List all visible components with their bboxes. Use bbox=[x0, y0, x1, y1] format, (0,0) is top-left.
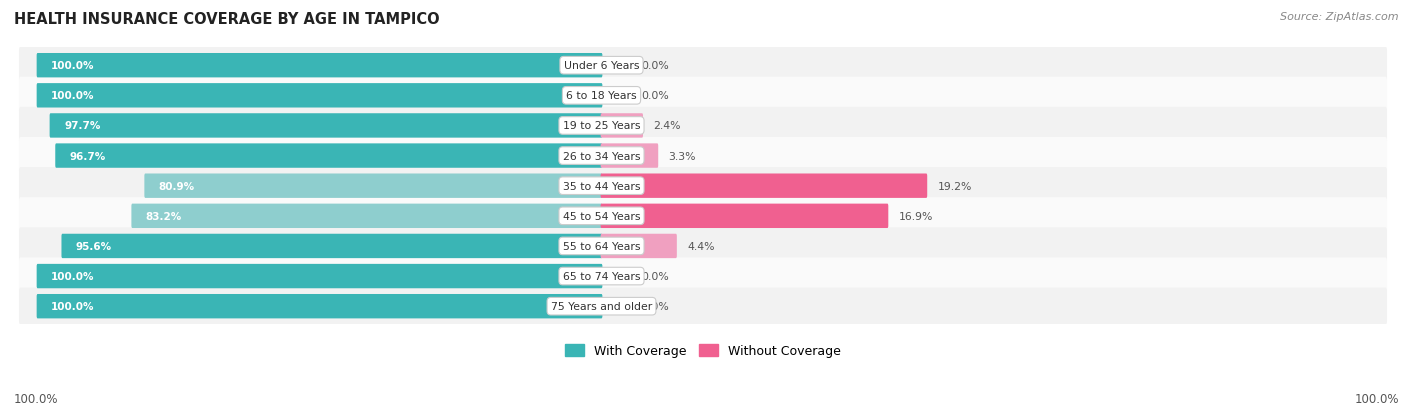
Text: 80.9%: 80.9% bbox=[159, 181, 195, 191]
FancyBboxPatch shape bbox=[600, 114, 643, 138]
Text: 100.0%: 100.0% bbox=[51, 91, 94, 101]
Text: 96.7%: 96.7% bbox=[70, 151, 105, 161]
FancyBboxPatch shape bbox=[18, 288, 1388, 325]
FancyBboxPatch shape bbox=[131, 204, 602, 228]
Legend: With Coverage, Without Coverage: With Coverage, Without Coverage bbox=[561, 339, 845, 363]
FancyBboxPatch shape bbox=[18, 47, 1388, 85]
Text: Source: ZipAtlas.com: Source: ZipAtlas.com bbox=[1281, 12, 1399, 22]
Text: 16.9%: 16.9% bbox=[898, 211, 934, 221]
FancyBboxPatch shape bbox=[18, 228, 1388, 265]
FancyBboxPatch shape bbox=[18, 138, 1388, 175]
FancyBboxPatch shape bbox=[37, 264, 602, 289]
Text: 45 to 54 Years: 45 to 54 Years bbox=[562, 211, 640, 221]
Text: 100.0%: 100.0% bbox=[1354, 392, 1399, 405]
Text: 0.0%: 0.0% bbox=[641, 61, 669, 71]
Text: 2.4%: 2.4% bbox=[654, 121, 681, 131]
FancyBboxPatch shape bbox=[18, 107, 1388, 145]
FancyBboxPatch shape bbox=[62, 234, 602, 259]
FancyBboxPatch shape bbox=[55, 144, 602, 169]
Text: 100.0%: 100.0% bbox=[51, 271, 94, 281]
Text: Under 6 Years: Under 6 Years bbox=[564, 61, 640, 71]
FancyBboxPatch shape bbox=[600, 174, 927, 198]
Text: 3.3%: 3.3% bbox=[669, 151, 696, 161]
Text: 75 Years and older: 75 Years and older bbox=[551, 301, 652, 311]
Text: 95.6%: 95.6% bbox=[76, 241, 112, 252]
Text: 6 to 18 Years: 6 to 18 Years bbox=[567, 91, 637, 101]
Text: 19 to 25 Years: 19 to 25 Years bbox=[562, 121, 640, 131]
Text: HEALTH INSURANCE COVERAGE BY AGE IN TAMPICO: HEALTH INSURANCE COVERAGE BY AGE IN TAMP… bbox=[14, 12, 440, 27]
Text: 26 to 34 Years: 26 to 34 Years bbox=[562, 151, 640, 161]
FancyBboxPatch shape bbox=[49, 114, 602, 138]
Text: 19.2%: 19.2% bbox=[938, 181, 972, 191]
Text: 35 to 44 Years: 35 to 44 Years bbox=[562, 181, 640, 191]
FancyBboxPatch shape bbox=[37, 294, 602, 318]
Text: 65 to 74 Years: 65 to 74 Years bbox=[562, 271, 640, 281]
Text: 0.0%: 0.0% bbox=[641, 271, 669, 281]
Text: 83.2%: 83.2% bbox=[146, 211, 183, 221]
FancyBboxPatch shape bbox=[18, 198, 1388, 235]
Text: 100.0%: 100.0% bbox=[14, 392, 59, 405]
Text: 55 to 64 Years: 55 to 64 Years bbox=[562, 241, 640, 252]
FancyBboxPatch shape bbox=[600, 144, 658, 169]
Text: 0.0%: 0.0% bbox=[641, 91, 669, 101]
FancyBboxPatch shape bbox=[18, 168, 1388, 205]
FancyBboxPatch shape bbox=[600, 234, 676, 259]
FancyBboxPatch shape bbox=[600, 204, 889, 228]
Text: 100.0%: 100.0% bbox=[51, 301, 94, 311]
Text: 4.4%: 4.4% bbox=[688, 241, 714, 252]
Text: 100.0%: 100.0% bbox=[51, 61, 94, 71]
FancyBboxPatch shape bbox=[18, 78, 1388, 115]
FancyBboxPatch shape bbox=[145, 174, 602, 198]
FancyBboxPatch shape bbox=[37, 54, 602, 78]
Text: 0.0%: 0.0% bbox=[641, 301, 669, 311]
FancyBboxPatch shape bbox=[37, 84, 602, 108]
FancyBboxPatch shape bbox=[18, 258, 1388, 295]
Text: 97.7%: 97.7% bbox=[65, 121, 100, 131]
